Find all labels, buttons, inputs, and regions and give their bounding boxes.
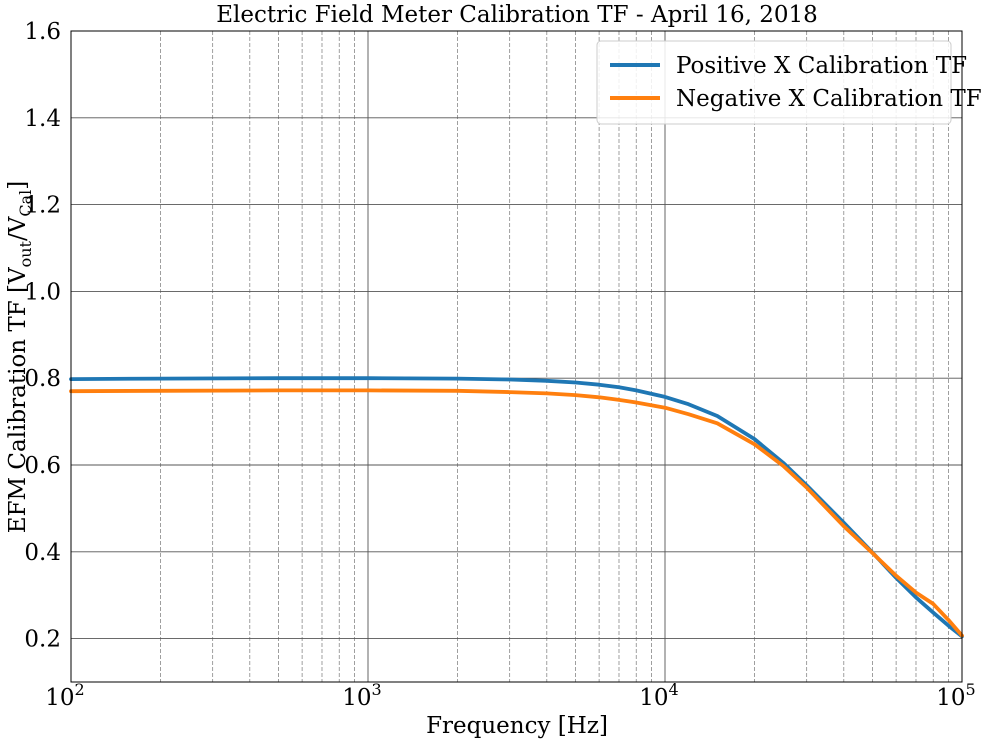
minor-gridlines (160, 31, 949, 682)
y-tick-label: 0.8 (24, 366, 61, 392)
y-axis-label-mid: /V (5, 216, 31, 241)
plot-frame (70, 30, 963, 683)
y-tick-label: 1.4 (24, 106, 61, 132)
x-tick-exponent: 3 (372, 680, 382, 699)
y-tick-label: 0.4 (24, 540, 61, 566)
legend-box (596, 40, 952, 125)
y-axis-label-sub-cal: Cal (16, 190, 35, 217)
x-tick-label: 104 (639, 680, 678, 711)
y-tick-label: 1.0 (24, 279, 61, 305)
x-axis-label: Frequency [Hz] (426, 713, 608, 739)
x-tick-base: 10 (936, 685, 965, 711)
y-tick-label: 1.6 (24, 19, 61, 45)
x-tick-exponent: 5 (966, 680, 976, 699)
y-axis-label: EFM Calibration TF [Vout/VCal] (5, 181, 35, 533)
series-layer (69, 376, 964, 639)
chart-title: Electric Field Meter Calibration TF - Ap… (216, 2, 818, 28)
major-gridlines (70, 30, 963, 682)
x-tick-exponent: 2 (75, 680, 85, 699)
y-tick-label: 0.6 (24, 453, 61, 479)
x-tick-base: 10 (342, 685, 371, 711)
series-line-negative-x (69, 388, 964, 638)
y-axis-label-sub-out: out (16, 240, 35, 267)
y-tick-label: 0.2 (24, 627, 61, 653)
x-tick-label: 103 (342, 680, 381, 711)
y-tick-labels: 0.2 0.4 0.6 0.8 1.0 1.2 1.4 1.6 (24, 19, 61, 653)
x-tick-base: 10 (45, 685, 74, 711)
x-tick-labels: 102 103 104 105 (45, 680, 975, 711)
series-line-positive-x (69, 376, 964, 639)
legend-label-positive-x: Positive X Calibration TF (676, 53, 967, 79)
x-tick-exponent: 4 (669, 680, 679, 699)
x-tick-label: 105 (936, 680, 975, 711)
x-tick-base: 10 (639, 685, 668, 711)
legend-label-negative-x: Negative X Calibration TF (676, 86, 982, 112)
y-axis-label-suffix: ] (5, 181, 31, 190)
y-tick-label: 1.2 (24, 193, 61, 219)
y-axis-label-prefix: EFM Calibration TF [V (5, 267, 31, 533)
x-tick-label: 102 (45, 680, 84, 711)
legend: Positive X Calibration TF Negative X Cal… (596, 40, 982, 125)
